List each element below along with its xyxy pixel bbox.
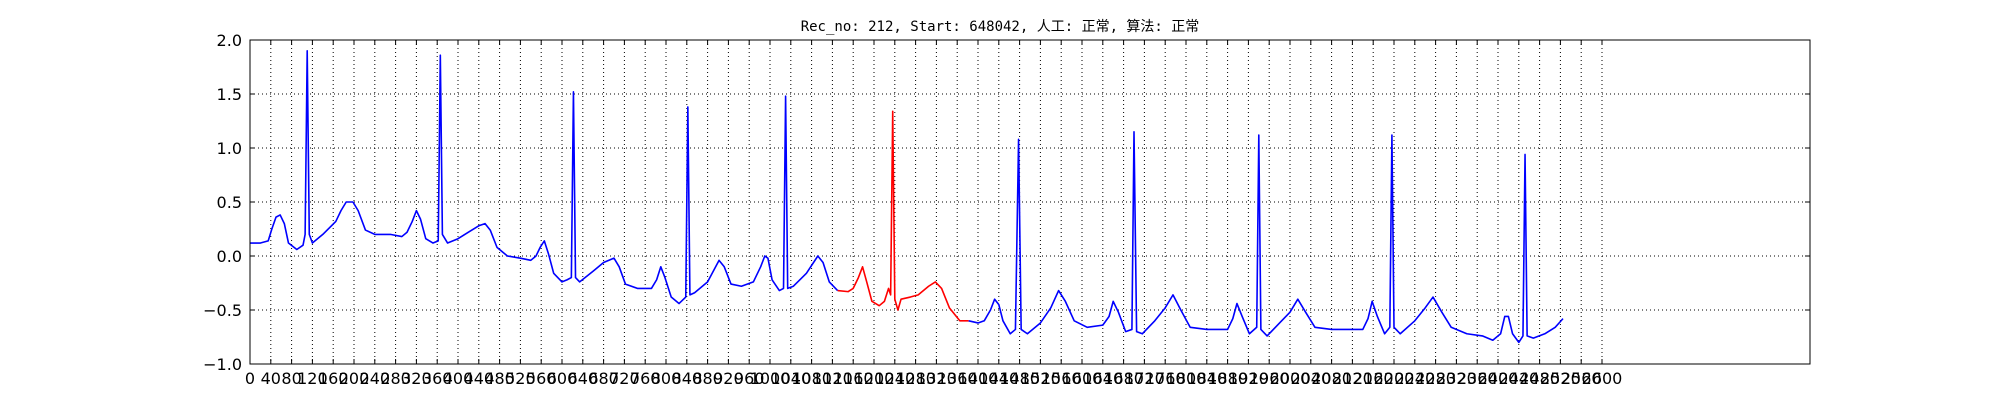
x-tick-label: 2240: [1394, 369, 1435, 388]
x-tick-label: 1240: [874, 369, 915, 388]
x-tick-label: 1280: [895, 369, 936, 388]
x-tick-label: 680: [588, 369, 619, 388]
x-tick-label: 280: [380, 369, 411, 388]
x-tick-label: 2560: [1561, 369, 1602, 388]
y-axis: −1.0 −0.5 0.0 0.5 1.0 1.5 2.0: [203, 31, 1810, 374]
chart-title: Rec_no: 212, Start: 648042, 人工: 正常, 算法: …: [801, 19, 1200, 35]
x-tick-label: 1040: [770, 369, 811, 388]
y-tick-label: −1.0: [203, 355, 242, 374]
x-tick-label: 1600: [1062, 369, 1103, 388]
x-tick-label: 1000: [750, 369, 791, 388]
x-tick-label: 2360: [1457, 369, 1498, 388]
x-tick-label: 1360: [937, 369, 978, 388]
y-tick-label: 2.0: [217, 31, 242, 50]
x-tick-label: 40: [261, 369, 281, 388]
x-tick-label: 1560: [1041, 369, 1082, 388]
x-tick-label: 920: [713, 369, 744, 388]
x-tick-label: 240: [360, 369, 391, 388]
x-tick-label: 760: [630, 369, 661, 388]
ecg-series-line-1: [250, 49, 839, 305]
x-tick-label: 1640: [1082, 369, 1123, 388]
x-tick-label: 1880: [1207, 369, 1248, 388]
grid: [250, 40, 1810, 364]
x-tick-label: 840: [672, 369, 703, 388]
x-tick-label: 1480: [999, 369, 1040, 388]
x-tick-label: 2160: [1353, 369, 1394, 388]
y-tick-label: 0.5: [217, 193, 242, 212]
x-tick-label: 2320: [1436, 369, 1477, 388]
x-tick-label: 1720: [1124, 369, 1165, 388]
x-tick-label: 2200: [1374, 369, 1415, 388]
x-axis: 0 40 8012016020024028032036040044048052056…: [245, 40, 1622, 388]
ecg-series-line-3: [968, 131, 1564, 344]
x-tick-label: 1840: [1186, 369, 1227, 388]
x-tick-label: 0: [245, 369, 255, 388]
x-tick-label: 1760: [1145, 369, 1186, 388]
x-tick-label: 160: [318, 369, 349, 388]
x-tick-label: 1960: [1249, 369, 1290, 388]
y-tick-label: 1.0: [217, 139, 242, 158]
x-tick-label: 640: [568, 369, 599, 388]
x-tick-label: 120: [297, 369, 328, 388]
x-tick-label: 520: [505, 369, 536, 388]
x-tick-label: 2400: [1478, 369, 1519, 388]
x-tick-label: 1160: [833, 369, 874, 388]
x-tick-label: 2440: [1498, 369, 1539, 388]
x-tick-label: 1080: [791, 369, 832, 388]
x-tick-label: 1200: [854, 369, 895, 388]
ecg-series-line-2: [837, 110, 969, 322]
x-tick-label: 600: [547, 369, 578, 388]
x-tick-label: 880: [692, 369, 723, 388]
x-tick-label: 480: [484, 369, 515, 388]
x-tick-label: 360: [422, 369, 453, 388]
x-tick-label: 960: [734, 369, 765, 388]
x-tick-label: 2480: [1519, 369, 1560, 388]
x-tick-label: 80: [281, 369, 301, 388]
y-tick-label: −0.5: [203, 301, 242, 320]
x-tick-label: 1400: [958, 369, 999, 388]
x-tick-label: 800: [651, 369, 682, 388]
x-tick-label: 400: [443, 369, 474, 388]
x-tick-label: 560: [526, 369, 557, 388]
x-tick-label: 440: [464, 369, 495, 388]
x-tick-label: 1800: [1166, 369, 1207, 388]
x-tick-label: 1120: [812, 369, 853, 388]
x-tick-label: 1320: [916, 369, 957, 388]
x-tick-label: 1440: [978, 369, 1019, 388]
x-tick-label: 2080: [1311, 369, 1352, 388]
y-tick-label: 0.0: [217, 247, 242, 266]
x-tick-label: 2120: [1332, 369, 1373, 388]
x-tick-label: 2520: [1540, 369, 1581, 388]
x-tick-label: 720: [609, 369, 640, 388]
x-tick-label: 200: [339, 369, 370, 388]
x-tick-label: 1920: [1228, 369, 1269, 388]
x-tick-label: 1520: [1020, 369, 1061, 388]
x-tick-label: 320: [401, 369, 432, 388]
y-tick-label: 1.5: [217, 85, 242, 104]
x-tick-label: 1680: [1103, 369, 1144, 388]
x-tick-label: 2000: [1270, 369, 1311, 388]
x-tick-label: 2600: [1582, 369, 1623, 388]
x-tick-label: 2280: [1415, 369, 1456, 388]
series-group: [250, 49, 1564, 344]
x-tick-label: 2040: [1290, 369, 1331, 388]
